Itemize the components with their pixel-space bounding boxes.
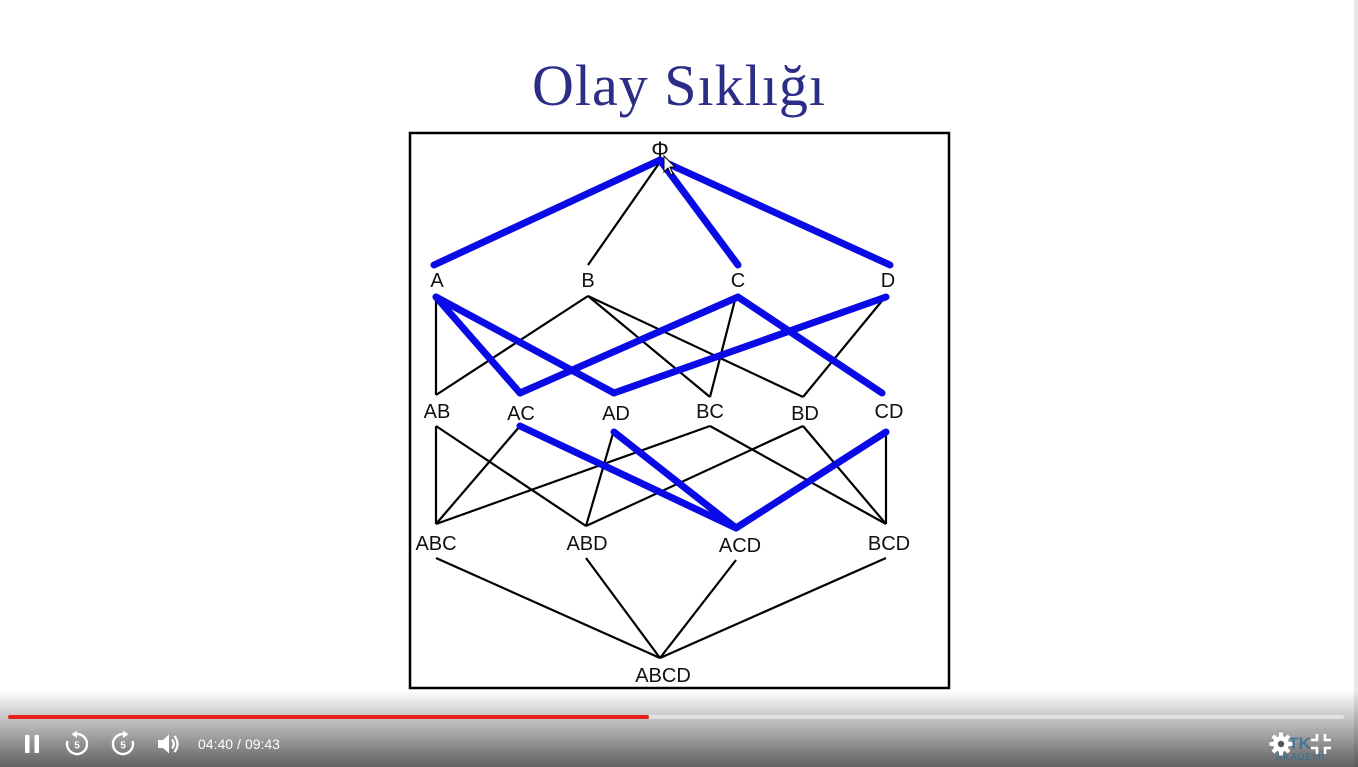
forward-5-icon: 5: [111, 730, 135, 756]
duration: 09:43: [244, 736, 280, 752]
volume-icon: [158, 734, 179, 754]
node-c: C: [731, 270, 745, 292]
lattice-node-labels: Φ A B C D AB AC AD BC BD CD ABC ABD ACD …: [415, 137, 910, 687]
lattice-highlighted-edges: [430, 156, 894, 532]
time-separator: /: [237, 736, 241, 752]
node-root: Φ: [651, 137, 669, 162]
node-bcd: BCD: [868, 533, 910, 555]
node-a: A: [430, 270, 444, 292]
node-d: D: [881, 270, 895, 292]
forward-5-button[interactable]: 5: [107, 728, 139, 760]
node-abc: ABC: [415, 533, 456, 555]
lattice-black-edges: [434, 161, 888, 660]
node-bc: BC: [696, 401, 724, 423]
node-ac: AC: [507, 403, 535, 425]
node-ad: AD: [602, 403, 630, 425]
slide-title: Olay Sıklığı: [532, 53, 826, 118]
mouse-cursor-icon: [663, 154, 677, 176]
node-acd: ACD: [719, 535, 761, 557]
node-abd: ABD: [566, 533, 607, 555]
gear-icon: [1269, 732, 1293, 756]
player-controls-bar: [0, 690, 1358, 767]
node-abcd: ABCD: [635, 665, 691, 687]
time-display: 04:40/09:43: [198, 735, 280, 753]
pause-button[interactable]: [16, 728, 48, 760]
exit-fullscreen-button[interactable]: [1305, 728, 1337, 760]
svg-text:5: 5: [120, 741, 126, 752]
current-time: 04:40: [198, 736, 234, 752]
volume-button[interactable]: [152, 728, 184, 760]
svg-text:5: 5: [74, 741, 80, 752]
rewind-5-icon: 5: [65, 730, 89, 756]
watermark-subtext: AKADEMİ: [1276, 752, 1325, 763]
exit-fullscreen-icon: [1311, 734, 1331, 754]
settings-button[interactable]: [1265, 728, 1297, 760]
diagram-frame: [408, 131, 951, 690]
progress-bar[interactable]: [8, 715, 1344, 719]
node-bd: BD: [791, 403, 819, 425]
node-b: B: [581, 270, 594, 292]
node-ab: AB: [424, 401, 451, 423]
progress-played: [8, 715, 650, 719]
pause-icon: [25, 735, 39, 753]
node-cd: CD: [875, 401, 904, 423]
rewind-5-button[interactable]: 5: [61, 728, 93, 760]
frame-edge: [1354, 0, 1358, 767]
